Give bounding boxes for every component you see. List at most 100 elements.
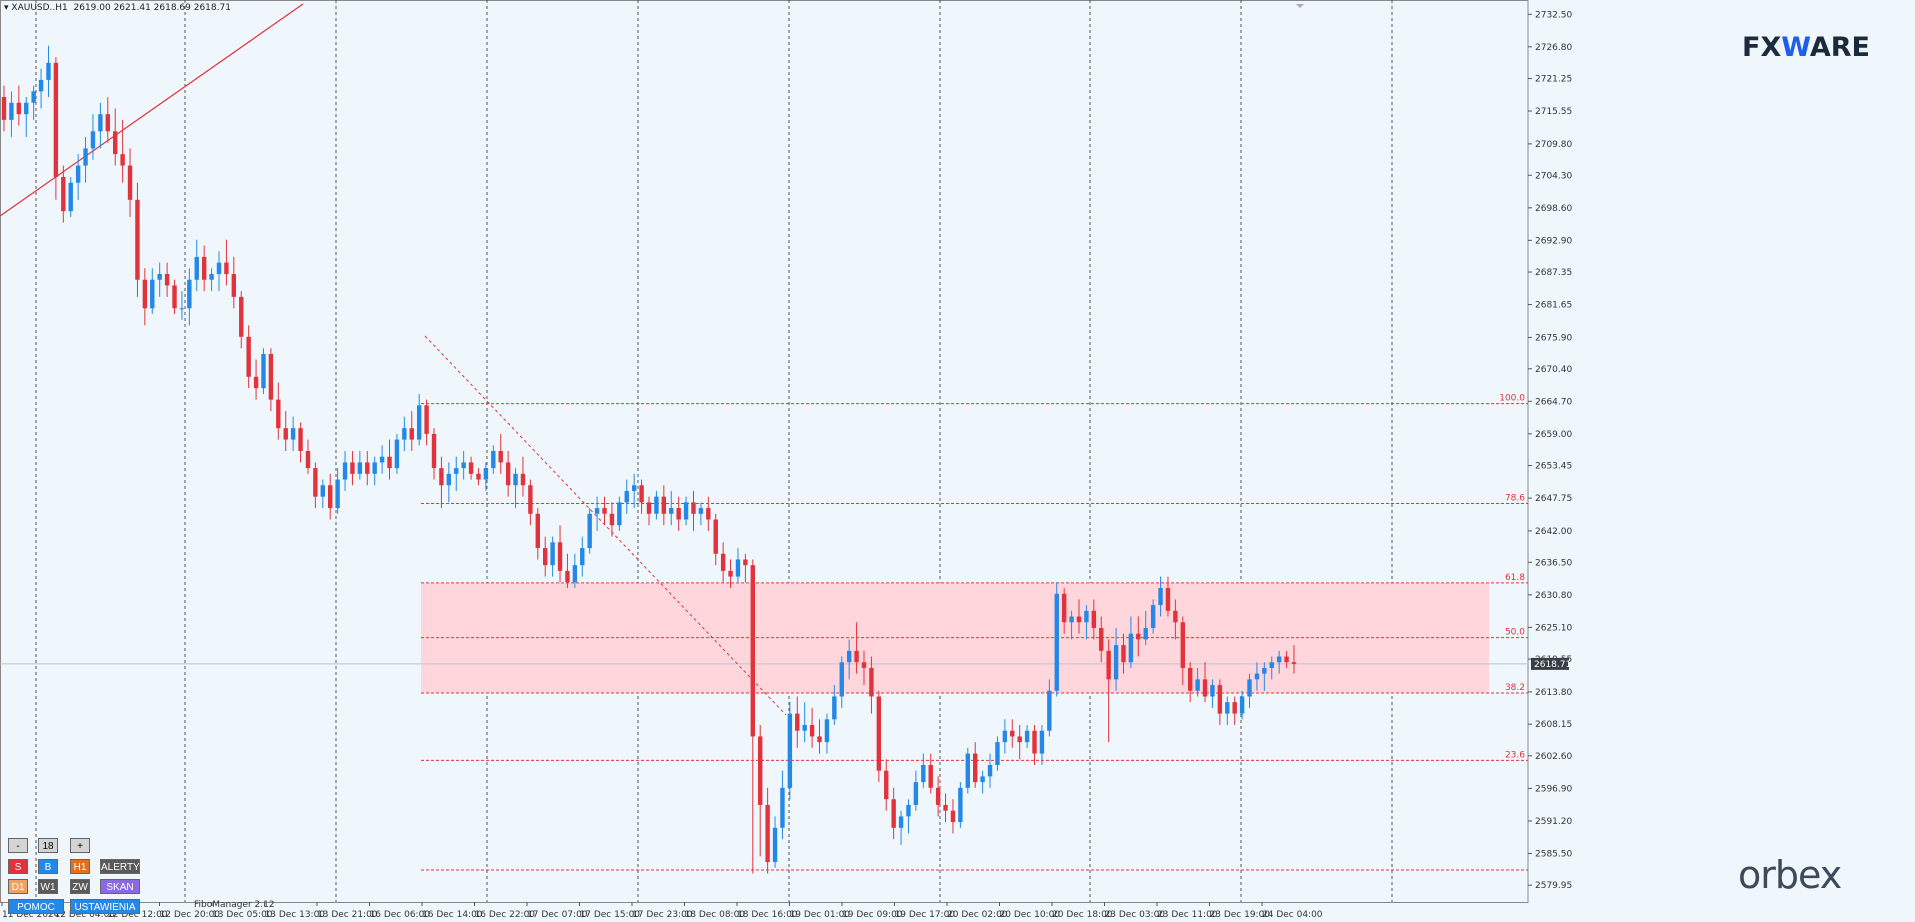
x-tick-label: 13 Dec 13:00: [265, 910, 326, 920]
panel-button-h1[interactable]: H1: [70, 859, 90, 874]
candle-body: [187, 279, 192, 309]
scroll-marker-icon: [1296, 4, 1304, 8]
candle-body: [809, 725, 815, 737]
candle-body: [468, 462, 474, 474]
candle-body: [854, 650, 859, 663]
panel-button-b[interactable]: B: [38, 859, 58, 874]
candle-body: [580, 548, 585, 566]
x-tick-label: 18 Dec 16:00: [737, 910, 798, 920]
candle-body: [9, 102, 14, 120]
candle-body: [698, 508, 704, 514]
candle-body: [1239, 696, 1245, 714]
fib-level-label: 61.8: [1505, 573, 1525, 583]
candle-body: [795, 713, 800, 731]
candle-body: [1047, 690, 1052, 731]
candle-body: [387, 456, 392, 469]
x-tick-label: 20 Dec 10:00: [1000, 910, 1061, 920]
candle-body: [1024, 730, 1030, 743]
candle-body: [928, 764, 933, 788]
candle-body: [602, 508, 607, 514]
y-tick-label: 2585.50: [1535, 849, 1572, 859]
candle-body: [157, 274, 162, 280]
y-tick-label: 2596.90: [1535, 784, 1572, 794]
settings-button[interactable]: USTAWIENIA: [70, 899, 140, 914]
candle-body: [38, 79, 44, 92]
candle-body: [268, 353, 274, 400]
y-tick-label: 2692.90: [1535, 236, 1572, 246]
candle-body: [31, 91, 36, 103]
candle-body: [535, 513, 540, 549]
candle-body: [543, 548, 548, 566]
candle-body: [320, 485, 325, 497]
panel-button-d1[interactable]: D1: [8, 879, 28, 894]
dropdown-arrow-icon[interactable]: ▾: [4, 3, 9, 13]
x-tick-label: 20 Dec 18:00: [1052, 910, 1113, 920]
candle-body: [735, 559, 741, 577]
candle-body: [1158, 588, 1163, 606]
candle-body: [706, 508, 711, 520]
candle-body: [1032, 730, 1037, 754]
candle-body: [1173, 610, 1178, 623]
y-tick-label: 2675.90: [1535, 333, 1572, 343]
candle-body: [913, 782, 919, 805]
y-tick-label: 2664.70: [1535, 397, 1572, 407]
candle-body: [83, 148, 88, 166]
candle-body: [1099, 627, 1104, 651]
candle-body: [342, 462, 348, 480]
candle-body: [743, 559, 748, 566]
current-price-box: [1531, 657, 1569, 670]
candle-body: [832, 696, 837, 720]
orbex-logo: orbex: [1738, 853, 1842, 897]
increment-button[interactable]: +: [70, 838, 90, 853]
decrement-button[interactable]: -: [8, 838, 28, 853]
panel-button-w1[interactable]: W1: [38, 879, 58, 894]
candle-body: [357, 462, 363, 474]
candle-body: [1262, 667, 1267, 674]
fxware-logo: FXWARE: [1742, 32, 1870, 63]
candle-body: [276, 399, 281, 429]
candle-body: [1254, 673, 1260, 680]
candle-body: [24, 102, 29, 115]
panel-button-alerty[interactable]: ALERTY: [100, 859, 140, 874]
candle-body: [765, 804, 770, 863]
candle-body: [335, 479, 340, 509]
candle-body: [350, 462, 355, 474]
panel-button-s[interactable]: S: [8, 859, 28, 874]
candle-body: [239, 296, 244, 337]
candle-body: [194, 256, 199, 280]
candle-body: [1, 97, 7, 120]
candle-body: [446, 473, 452, 486]
candle-body: [609, 513, 615, 526]
candle-body: [201, 256, 207, 280]
panel-button-zw[interactable]: ZW: [70, 879, 90, 894]
candle-body: [1091, 610, 1097, 628]
candle-body: [1195, 679, 1200, 691]
candle-body: [372, 462, 377, 474]
candle-body: [995, 742, 1000, 765]
candle-body: [246, 336, 251, 377]
plot-area: [0, 0, 1529, 903]
candle-body: [861, 662, 867, 668]
x-tick-label: 13 Dec 05:00: [212, 910, 273, 920]
candle-body: [1276, 656, 1282, 663]
x-tick-label: 17 Dec 23:00: [632, 910, 693, 920]
candle-body: [1225, 702, 1230, 714]
y-tick-label: 2715.55: [1535, 107, 1572, 117]
help-button[interactable]: POMOC: [8, 899, 64, 914]
y-tick-label: 2608.15: [1535, 720, 1572, 730]
candle-body: [179, 308, 185, 310]
fib-level-label: 23.6: [1505, 750, 1525, 760]
candle-body: [728, 570, 733, 577]
candle-body: [290, 428, 296, 440]
candle-body: [987, 764, 993, 777]
candle-body: [328, 485, 333, 509]
count-field[interactable]: 18: [38, 838, 58, 853]
candle-body: [669, 508, 674, 514]
x-tick-label: 13 Dec 21:00: [317, 910, 378, 920]
candle-body: [1113, 645, 1119, 680]
trend-line: [0, 3, 304, 217]
candle-body: [1217, 685, 1223, 714]
panel-button-skan[interactable]: SKAN: [100, 879, 140, 894]
candle-body: [498, 451, 503, 463]
